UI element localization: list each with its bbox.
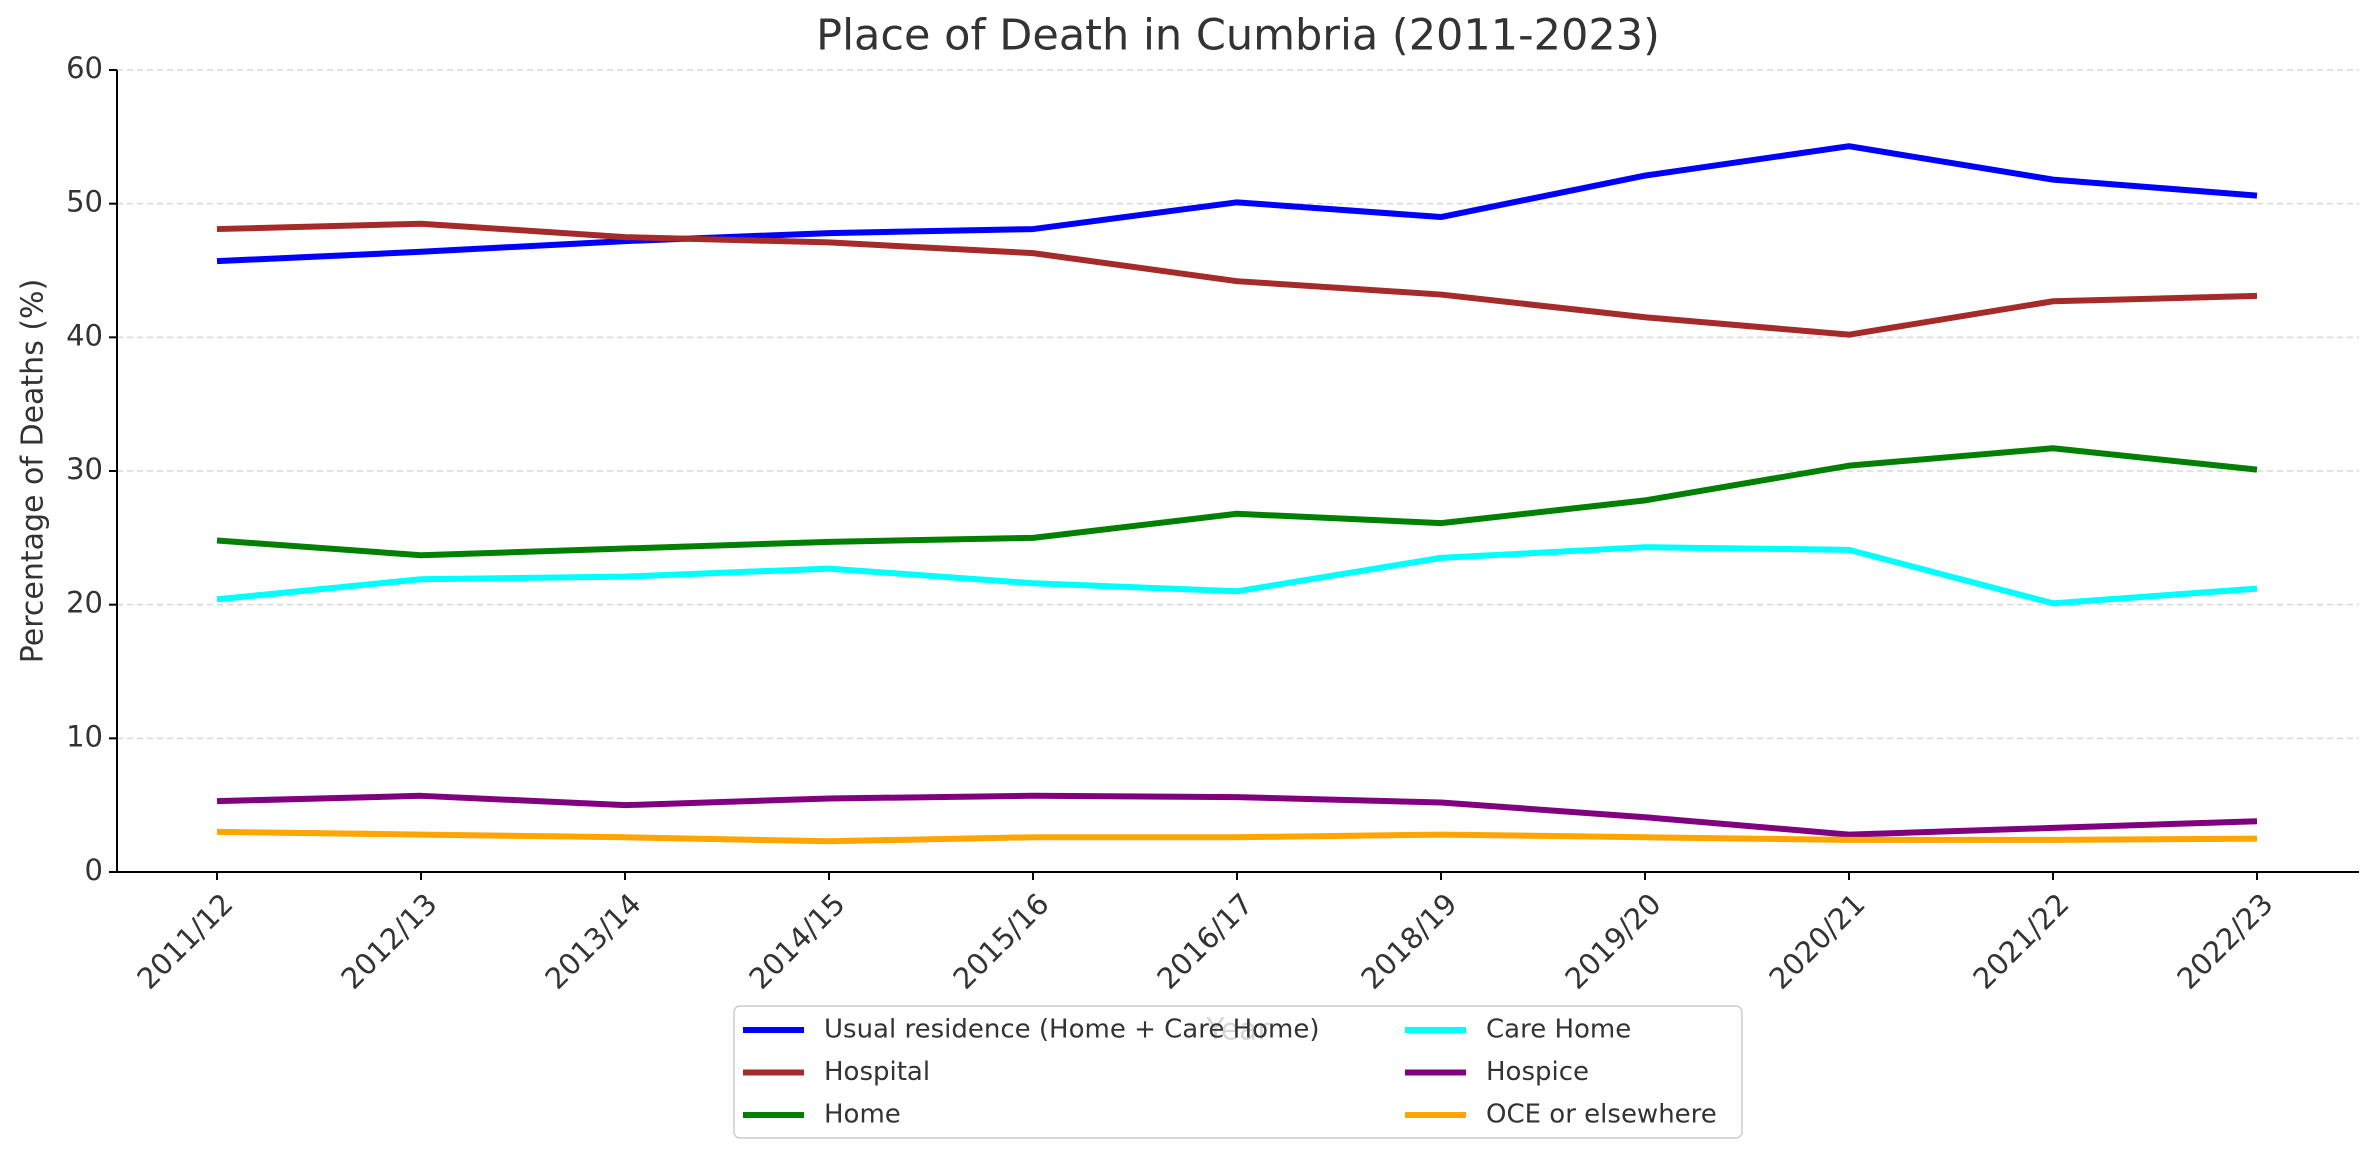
x-tick-label: 2013/14 [538,887,647,996]
x-tick-label: 2014/15 [742,887,851,996]
x-tick-label: 2018/19 [1354,887,1463,996]
series-line [216,792,2258,838]
series-line [216,445,2258,559]
series-line [216,544,2258,607]
series-line [216,828,2258,845]
y-tick-label: 20 [66,586,103,620]
series-line [216,143,2258,265]
x-tick-label: 2022/23 [2170,887,2279,996]
y-tick-label: 60 [66,51,103,85]
x-tick-label: 2016/17 [1150,887,1259,996]
x-tick-label: 2015/16 [946,887,1055,996]
x-tick-label: 2019/20 [1558,887,1667,996]
y-axis-label: Percentage of Deaths (%) [16,279,51,664]
chart-title: Place of Death in Cumbria (2011-2023) [816,11,1660,61]
x-tick-label: 2011/12 [130,887,239,996]
legend-label: Hospital [824,1057,930,1087]
x-tick-label: 2020/21 [1762,887,1871,996]
legend-label: Hospice [1486,1057,1589,1087]
legend-label: Care Home [1486,1015,1631,1045]
y-tick-label: 50 [66,185,103,219]
legend-label: OCE or elsewhere [1486,1100,1717,1130]
legend: Usual residence (Home + Care Home) Hospit… [733,1005,1743,1139]
legend-label: Usual residence (Home + Care Home) [824,1015,1320,1045]
x-tick-label: 2021/22 [1966,887,2075,996]
y-tick-label: 10 [66,719,103,753]
legend-label: Home [824,1100,901,1130]
series-line [216,220,2258,338]
y-tick-label: 0 [85,853,103,887]
y-tick-label: 40 [66,318,103,352]
legend-box [733,1005,1743,1139]
x-tick-label: 2012/13 [334,887,443,996]
y-tick-label: 30 [66,452,103,486]
